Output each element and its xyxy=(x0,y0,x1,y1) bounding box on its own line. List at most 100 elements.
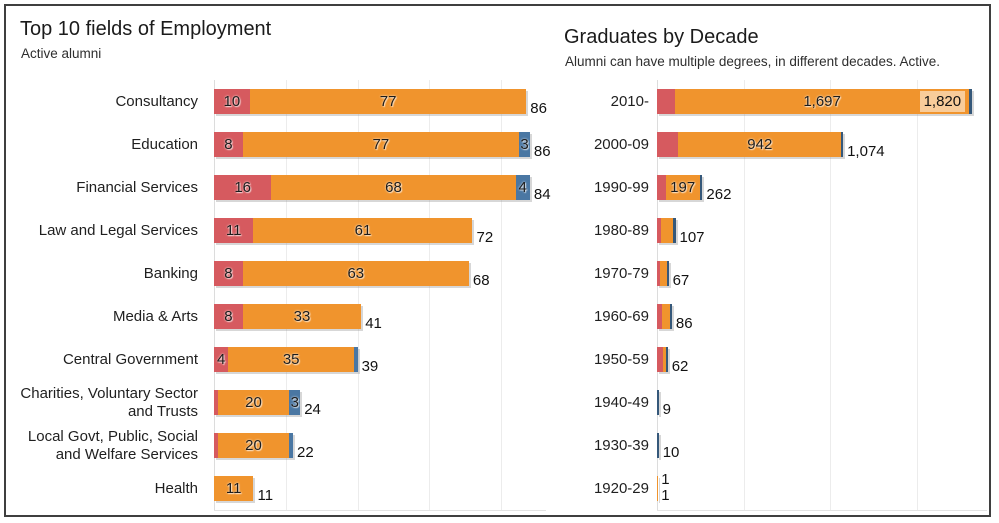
bar-segment-red xyxy=(214,218,254,243)
gridline xyxy=(429,80,431,510)
bar-row: 20 3 24 xyxy=(214,381,546,424)
bar-stack: 11 61 xyxy=(214,218,473,243)
bar-segment-navy xyxy=(519,132,530,157)
bar-segment-navy xyxy=(289,433,293,458)
bar-segment-red xyxy=(657,347,663,372)
segment-label: 1,697 xyxy=(803,93,841,110)
bar-stack: 942 xyxy=(657,132,844,157)
segment-label: 8 xyxy=(224,308,233,325)
total-label: 62 xyxy=(671,358,689,375)
category-label: Local Govt, Public, Social and Welfare S… xyxy=(27,427,198,463)
category-label: Central Government xyxy=(62,350,198,368)
segment-label: 11 xyxy=(225,480,242,497)
bar-segment-navy xyxy=(289,390,301,415)
bar-segment-red xyxy=(214,347,229,372)
category-label: 1920-29 xyxy=(593,479,649,497)
segment-label: 11 xyxy=(225,222,242,239)
category-label: Health xyxy=(154,479,198,497)
category-label: Financial Services xyxy=(76,178,198,196)
bar-segment-navy xyxy=(969,89,973,114)
total-label: 86 xyxy=(530,100,547,117)
segment-label: 10 xyxy=(223,93,241,110)
bar-segment-orange xyxy=(660,218,674,243)
bar-segment-navy xyxy=(666,347,668,372)
segment-label: 1 xyxy=(661,471,670,488)
gridline xyxy=(357,80,359,510)
bar-stack xyxy=(657,304,672,329)
total-label: 10 xyxy=(662,444,680,461)
total-label: 262 xyxy=(706,186,732,203)
gridline xyxy=(830,80,832,510)
decade-chart-panel: Graduates by Decade Alumni can have mult… xyxy=(557,6,993,515)
bar-segment-orange xyxy=(217,433,290,458)
bar-row: 107 xyxy=(657,209,987,252)
bar-stack xyxy=(657,390,659,415)
total-label: 67 xyxy=(672,272,690,289)
bar-row: 9 xyxy=(657,381,987,424)
segment-label: 3 xyxy=(290,394,299,411)
segment-label: 942 xyxy=(747,136,773,153)
segment-label: 33 xyxy=(293,308,311,325)
bar-segment-navy xyxy=(670,304,672,329)
segment-label: 68 xyxy=(385,179,402,196)
segment-label: 3 xyxy=(520,136,529,153)
bar-stack: 20 3 xyxy=(214,390,301,415)
total-label: 22 xyxy=(297,444,314,461)
category-label: 1960-69 xyxy=(593,307,649,325)
bar-stack: 4 35 xyxy=(214,347,358,372)
segment-label: 35 xyxy=(282,351,300,368)
bar-segment-red xyxy=(214,175,272,200)
bar-segment-orange xyxy=(665,175,700,200)
bar-segment-orange xyxy=(242,261,469,286)
bar-segment-orange xyxy=(242,304,362,329)
category-label: Charities, Voluntary Sector and Trusts xyxy=(20,384,198,420)
bar-segment-red xyxy=(214,89,250,114)
bar-row: 10 xyxy=(657,424,987,467)
segment-label: 16 xyxy=(234,179,252,196)
gridline xyxy=(916,80,918,510)
category-label: Education xyxy=(131,135,198,153)
plot-area: 10 77 86 8 77 3 86 16 68 4 84 11 61 72 8 63 68 8 33 41 4 35 39… xyxy=(214,80,551,511)
chart-frame: Top 10 fields of Employment Active alumn… xyxy=(4,4,991,517)
segment-label: 8 xyxy=(224,265,233,282)
category-axis: 2010- 2000-09 1990-99 1980-89 1970-79 1960-69… xyxy=(557,80,651,510)
chart-title: Graduates by Decade xyxy=(564,26,759,48)
bar-segment-navy xyxy=(657,433,659,458)
bar-segment-orange xyxy=(678,132,842,157)
bar-segment-orange xyxy=(249,89,527,114)
chart-subtitle: Active alumni xyxy=(21,46,102,61)
bar-segment-navy xyxy=(699,175,703,200)
total-label: 41 xyxy=(365,315,382,332)
segment-label: 20 xyxy=(245,437,262,454)
total-label: 107 xyxy=(679,229,705,246)
bar-segment-red xyxy=(657,89,676,114)
bar-segment-navy xyxy=(354,347,358,372)
bar-row: 16 68 4 84 xyxy=(214,166,551,209)
bar-row: 67 xyxy=(657,252,987,295)
segment-label: 20 xyxy=(245,394,262,411)
category-label: 1950-59 xyxy=(593,350,649,368)
chart-subtitle: Alumni can have multiple degrees, in dif… xyxy=(565,54,940,69)
gridline xyxy=(285,80,287,510)
bar-segment-red xyxy=(657,175,666,200)
total-label: 11 xyxy=(257,487,274,504)
bar-stack: 16 68 4 xyxy=(214,175,530,200)
segment-label: 4 xyxy=(217,351,226,368)
bar-stack: 11 xyxy=(214,476,254,501)
bar-row: 197 262 xyxy=(657,166,987,209)
bar-segment-red xyxy=(214,304,243,329)
segment-label: 77 xyxy=(372,136,390,153)
bar-stack: 8 77 3 xyxy=(214,132,530,157)
category-axis-line xyxy=(657,80,658,510)
category-axis: Consultancy Education Financial Services La… xyxy=(12,80,206,510)
bar-row: 8 33 41 xyxy=(214,295,546,338)
segment-label: 197 xyxy=(670,179,696,196)
bar-stack: 10 77 xyxy=(214,89,527,114)
bar-stack: 197 xyxy=(657,175,703,200)
bar-segment-red xyxy=(657,261,660,286)
segment-label: 8 xyxy=(224,136,233,153)
gridline xyxy=(743,80,745,510)
bar-stack xyxy=(657,261,669,286)
bar-segment-navy xyxy=(666,261,669,286)
